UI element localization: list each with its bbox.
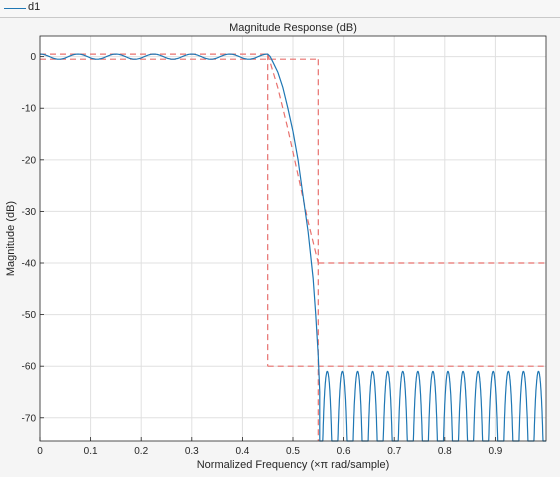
magnitude-response-chart: 0 0.1 0.2 0.3 0.4 0.5 0.6 0.7 0.8 0.9 0 -10 -20 -30 -4… [5,22,547,471]
legend: d1 [0,0,560,18]
x-tick-label: 0 [37,446,43,457]
x-tick-label: 0.5 [286,446,300,457]
y-tick-label: -40 [22,259,37,270]
y-tick-label: -10 [22,104,37,115]
x-tick-label: 0.9 [488,446,502,457]
response-series [40,53,547,442]
chart-title: Magnitude Response (dB) [229,22,357,34]
y-axis-label: Magnitude (dB) [5,201,17,276]
legend-line-d1 [4,8,26,9]
x-axis-label: Normalized Frequency (×π rad/sample) [197,459,390,471]
x-tick-label: 0.7 [387,446,401,457]
tick-labels: 0 0.1 0.2 0.3 0.4 0.5 0.6 0.7 0.8 0.9 0 -10 -20 -30 -4… [22,52,503,457]
x-tick-label: 0.2 [134,446,148,457]
y-tick-label: -60 [22,362,37,373]
x-tick-label: 0.8 [438,446,452,457]
x-tick-label: 0.6 [337,446,351,457]
y-tick-label: -20 [22,155,37,166]
x-tick-label: 0.3 [185,446,199,457]
grid [39,36,546,441]
y-tick-label: -30 [22,207,37,218]
mask-segment [267,53,319,264]
y-tick-label: -70 [22,413,37,424]
x-tick-label: 0.1 [84,446,98,457]
response-line [40,53,547,442]
y-tick-label: -50 [22,310,37,321]
x-tick-label: 0.4 [235,446,249,457]
legend-label-d1: d1 [28,1,41,13]
y-tick-label: 0 [30,52,36,63]
